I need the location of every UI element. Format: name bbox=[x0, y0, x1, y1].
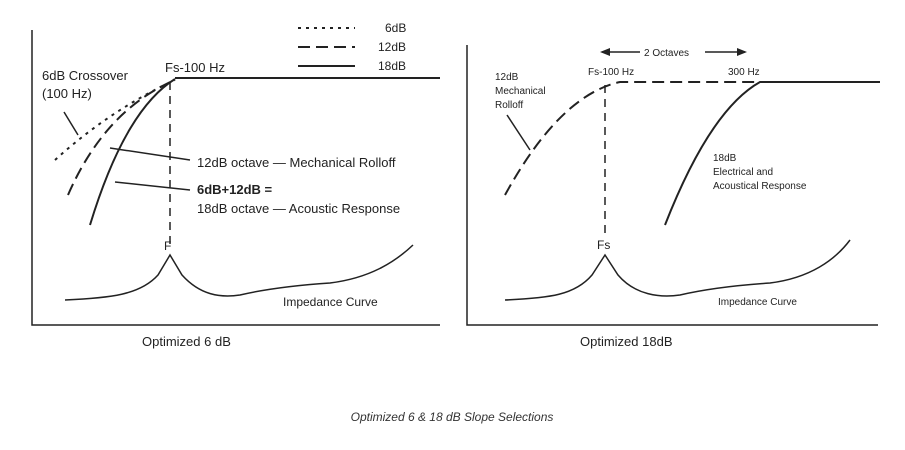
annotation: 2 Octaves bbox=[644, 48, 689, 59]
left-panel: 6dB 12dB 18dB 6dB Crossover (100 Hz) Fs-… bbox=[31, 21, 440, 349]
leader bbox=[114, 181, 191, 191]
caption: Optimized 6 dB bbox=[142, 334, 231, 349]
curve-18db bbox=[89, 78, 176, 226]
impedance-curve bbox=[64, 244, 414, 301]
annotation: 18dB bbox=[713, 153, 737, 164]
curve-12db bbox=[67, 79, 176, 196]
legend-label: 12dB bbox=[378, 40, 406, 54]
leader bbox=[63, 111, 79, 136]
legend-label: 18dB bbox=[378, 59, 406, 73]
annotation: Impedance Curve bbox=[283, 295, 378, 309]
annotation: Fs-100 Hz bbox=[165, 60, 225, 75]
annotation: Acoustical Response bbox=[713, 181, 807, 192]
leader bbox=[109, 147, 191, 161]
annotation: 6dB+12dB = bbox=[197, 182, 273, 197]
annotation: 6dB Crossover bbox=[42, 68, 129, 83]
curve-18db bbox=[664, 81, 880, 226]
annotation: Mechanical bbox=[495, 86, 546, 97]
curve-12db bbox=[504, 81, 760, 196]
annotation: Fs-100 Hz bbox=[588, 67, 634, 78]
annotation: F bbox=[164, 239, 171, 253]
figure-title: Optimized 6 & 18 dB Slope Selections bbox=[351, 410, 554, 424]
annotation: Electrical and bbox=[713, 167, 773, 178]
right-panel: 2 Octaves 12dB Mechanical Rolloff Fs-100… bbox=[466, 45, 880, 349]
caption: Optimized 18dB bbox=[580, 334, 673, 349]
annotation: 12dB octave — Mechanical Rolloff bbox=[197, 155, 396, 170]
annotation: Impedance Curve bbox=[718, 297, 797, 308]
annotation: Fs bbox=[597, 238, 610, 252]
annotation: Rolloff bbox=[495, 100, 523, 111]
annotation: 12dB bbox=[495, 72, 519, 83]
legend-label: 6dB bbox=[385, 21, 406, 35]
annotation: 18dB octave — Acoustic Response bbox=[197, 201, 400, 216]
axes bbox=[466, 45, 878, 326]
axes bbox=[31, 30, 440, 326]
annotation: (100 Hz) bbox=[42, 86, 92, 101]
leader bbox=[506, 114, 531, 151]
impedance-curve bbox=[504, 239, 851, 301]
annotation: 300 Hz bbox=[728, 67, 760, 78]
